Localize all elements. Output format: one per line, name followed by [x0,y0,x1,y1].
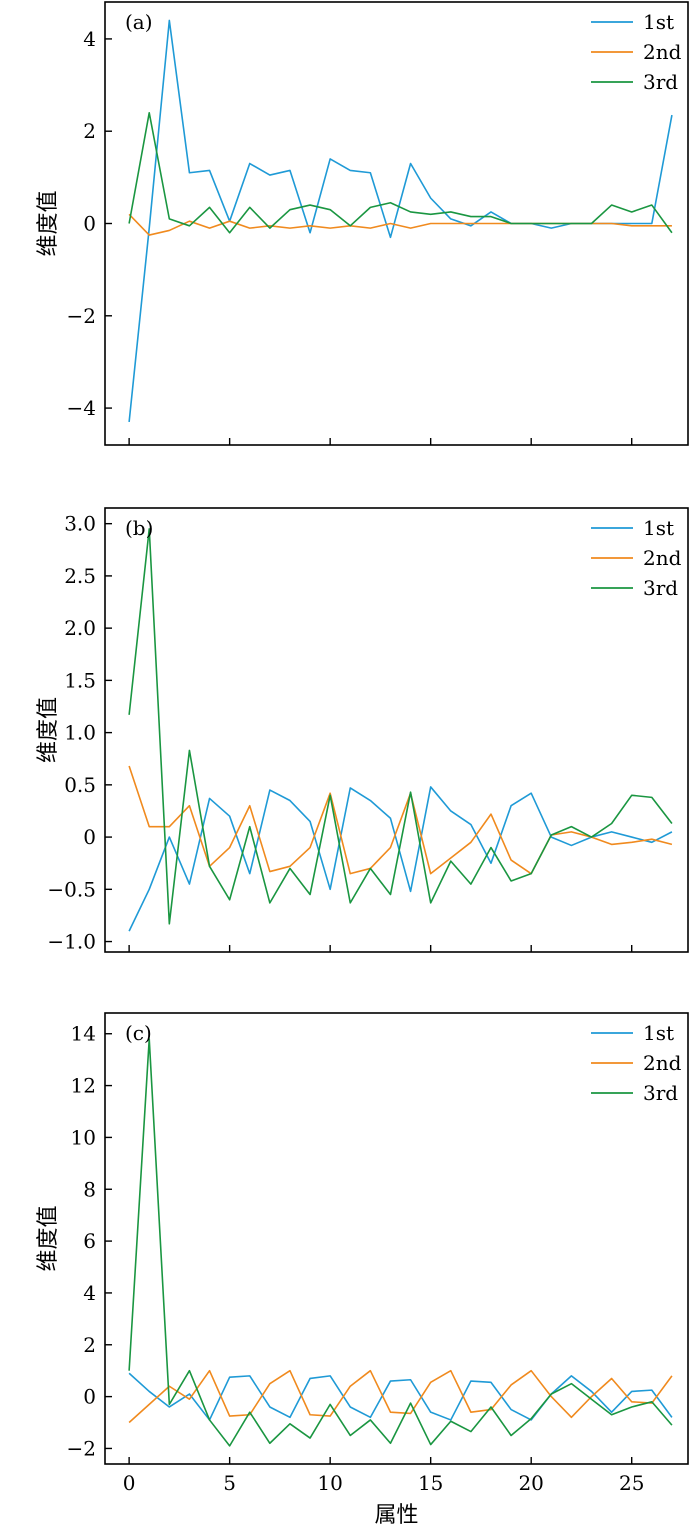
y-tick-label: 8 [83,1177,96,1201]
y-axis-title: 维度值 [36,697,61,763]
chart-panel-1: −4 −2 0 2 4 (a) 1st 2nd 3rd 维度值 [36,1,689,446]
series-line-2nd [128,765,673,875]
y-tick-label: −1.0 [47,930,96,954]
y-tick-label: 14 [71,1022,96,1046]
x-tick-label: 25 [619,1471,644,1495]
series-line-3rd [128,528,673,925]
x-tick-label: 10 [317,1471,342,1495]
series-line-2nd [128,1369,673,1424]
plot-frame [104,507,689,953]
chart-panel-2: −1.0 −0.5 0 0.5 1.0 1.5 2.0 2.5 3.0 (b) 1st 2nd 3rd 维… [36,507,689,954]
y-tick-label: 6 [83,1229,96,1253]
series-line-2nd [128,213,672,236]
x-tick-label: 15 [418,1471,443,1495]
y-tick-label: 3.0 [64,512,96,536]
legend-label: 1st [643,10,674,34]
y-tick-label: 10 [71,1125,96,1149]
legend-label: 1st [643,1021,674,1045]
y-tick-label: −2 [67,1436,96,1460]
y-tick-label: −4 [67,396,96,420]
y-tick-label: 12 [71,1074,96,1098]
y-tick-label: 4 [83,27,96,51]
legend-label: 2nd [643,1051,682,1075]
y-tick-label: 4 [83,1281,96,1305]
y-tick-label: 1.0 [64,721,96,745]
legend-label: 3rd [643,576,678,600]
plot-frame [104,1012,689,1465]
legend-label: 3rd [643,1081,678,1105]
y-tick-label: 0 [83,825,96,849]
x-tick-label: 0 [123,1471,136,1495]
y-tick-label: 0 [83,212,96,236]
y-tick-label: 2.5 [64,564,96,588]
legend-label: 2nd [643,546,682,570]
series-line-1st [128,786,673,932]
legend-label: 3rd [643,70,678,94]
legend-label: 2nd [643,40,682,64]
legend-label: 1st [643,516,674,540]
panel-label: (a) [125,10,153,34]
series-line-1st [128,1372,673,1421]
series-line-1st [128,19,673,423]
y-tick-label: 1.5 [64,668,96,692]
y-tick-label: −0.5 [47,877,96,901]
series-line-3rd [128,111,673,234]
series-line-3rd [128,1038,673,1447]
y-axis-title: 维度值 [36,190,61,256]
panel-label: (c) [125,1021,152,1045]
x-tick-label: 20 [518,1471,543,1495]
x-axis-title: 属性 [374,1503,418,1528]
panel-label: (b) [125,516,153,540]
y-tick-label: 0.5 [64,773,96,797]
y-tick-label: −2 [67,304,96,328]
y-tick-label: 2 [83,119,96,143]
y-axis-title: 维度值 [36,1205,61,1271]
y-tick-label: 2 [83,1333,96,1357]
y-tick-label: 0 [83,1385,96,1409]
x-tick-label: 5 [223,1471,236,1495]
y-tick-label: 2.0 [64,616,96,640]
